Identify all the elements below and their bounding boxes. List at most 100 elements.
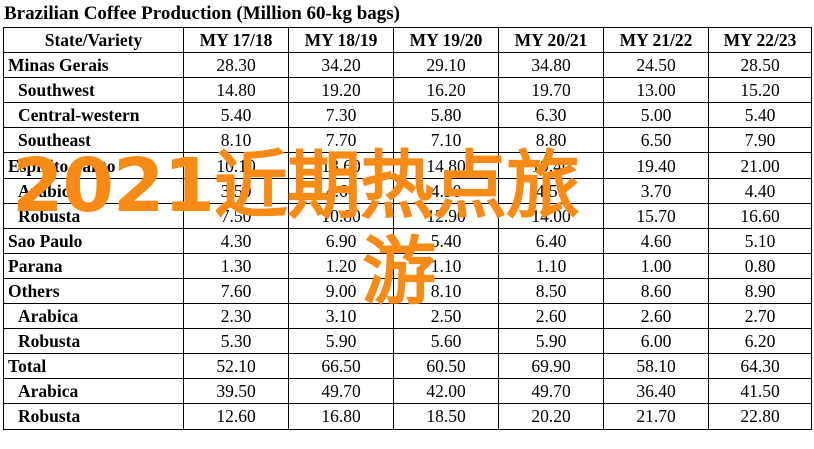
table-cell: 49.70: [288, 378, 394, 405]
table-row: Sao Paulo 4.30 6.90 5.40 6.40 4.60 5.10: [3, 227, 812, 254]
table-cell: 2.50: [393, 303, 499, 330]
table-cell: 12.60: [183, 403, 289, 430]
row-label: Southwest: [3, 77, 184, 104]
column-header-year: MY 22/23: [708, 26, 812, 54]
row-label: Central-western: [3, 102, 184, 129]
table-cell: 19.70: [498, 77, 604, 104]
table-row: Southeast 8.10 7.70 7.10 8.80 6.50 7.90: [3, 127, 812, 154]
table-cell: 2.30: [183, 303, 289, 330]
table-cell: 4.50: [498, 177, 604, 204]
table-row: Total 52.10 66.50 60.50 69.90 58.10 64.30: [3, 353, 812, 380]
table-cell: 15.70: [603, 202, 709, 229]
table-cell: 20.20: [498, 403, 604, 430]
table-cell: 4.60: [288, 177, 394, 204]
column-header-year: MY 20/21: [498, 26, 604, 54]
table-cell: 69.90: [498, 353, 604, 380]
table-cell: 2.60: [603, 303, 709, 330]
table-cell: 5.60: [393, 328, 499, 355]
row-label: Arabica: [3, 378, 184, 405]
table-cell: 29.10: [393, 52, 499, 79]
table-cell: 16.80: [288, 403, 394, 430]
table-row: Southwest 14.80 19.20 16.20 19.70 13.00 15.20: [3, 77, 812, 104]
table-row: Arabica 3.50 4.60 4.90 4.50 3.70 4.40: [3, 177, 812, 204]
table-cell: 18.50: [393, 403, 499, 430]
row-label: Espirito Santo: [3, 152, 184, 179]
table-cell: 14.80: [183, 77, 289, 104]
table-cell: 5.00: [603, 102, 709, 129]
table-cell: 39.50: [183, 378, 289, 405]
table-cell: 1.20: [288, 252, 394, 279]
table-cell: 19.40: [603, 152, 709, 179]
table-cell: 7.60: [183, 277, 289, 305]
table-cell: 21.00: [708, 152, 812, 179]
table-cell: 42.00: [393, 378, 499, 405]
table-title: Brazilian Coffee Production (Million 60-…: [4, 3, 400, 24]
table-cell: 28.50: [708, 52, 812, 79]
table-cell: 58.10: [603, 353, 709, 380]
column-header-state-variety: State/Variety: [3, 26, 184, 54]
table-cell: 8.80: [498, 127, 604, 154]
table-row: Arabica 39.50 49.70 42.00 49.70 36.40 41.50: [3, 378, 812, 405]
row-label: Robusta: [3, 202, 184, 229]
table-cell: 7.30: [288, 102, 394, 129]
table-cell: 7.70: [288, 127, 394, 154]
table-cell: 2.70: [708, 303, 812, 330]
table-cell: 19.20: [288, 77, 394, 104]
table-cell: 5.80: [393, 102, 499, 129]
table-cell: 34.80: [498, 52, 604, 79]
row-label: Others: [3, 277, 184, 305]
row-label: Parana: [3, 252, 184, 279]
table-cell: 6.50: [603, 127, 709, 154]
table-cell: 10.10: [183, 152, 289, 179]
header-row: State/Variety MY 17/18 MY 18/19 MY 19/20 MY …: [3, 26, 812, 54]
table-row: Espirito Santo 10.10 13.60 14.80 19.40 19.40 2…: [3, 152, 812, 179]
table-row: Robusta 5.30 5.90 5.60 5.90 6.00 6.20: [3, 328, 812, 355]
table-cell: 52.10: [183, 353, 289, 380]
column-header-year: MY 21/22: [603, 26, 709, 54]
table-cell: 22.80: [708, 403, 812, 430]
table-row: Arabica 2.30 3.10 2.50 2.60 2.60 2.70: [3, 303, 812, 330]
coffee-production-table: State/Variety MY 17/18 MY 18/19 MY 19/20 MY …: [3, 26, 812, 430]
row-label: Arabica: [3, 303, 184, 330]
table-cell: 0.80: [708, 252, 812, 279]
table-cell: 4.60: [603, 227, 709, 254]
table-cell: 8.50: [498, 277, 604, 305]
table-cell: 6.00: [603, 328, 709, 355]
table-row: Others 7.60 9.00 8.10 8.50 8.60 8.90: [3, 277, 812, 305]
table-cell: 8.10: [183, 127, 289, 154]
table-cell: 8.10: [393, 277, 499, 305]
table-cell: 14.80: [393, 152, 499, 179]
table-cell: 8.90: [708, 277, 812, 305]
table-cell: 34.20: [288, 52, 394, 79]
row-label: Minas Gerais: [3, 52, 184, 79]
table-cell: 14.00: [498, 202, 604, 229]
table-cell: 1.30: [183, 252, 289, 279]
table-cell: 49.70: [498, 378, 604, 405]
table-cell: 3.10: [288, 303, 394, 330]
row-label: Robusta: [3, 328, 184, 355]
table-cell: 7.50: [183, 202, 289, 229]
table-cell: 5.90: [498, 328, 604, 355]
table-cell: 7.10: [393, 127, 499, 154]
table-cell: 8.60: [603, 277, 709, 305]
table-cell: 13.00: [603, 77, 709, 104]
row-label: Southeast: [3, 127, 184, 154]
table-cell: 3.70: [603, 177, 709, 204]
table-cell: 5.40: [393, 227, 499, 254]
table-cell: 6.90: [288, 227, 394, 254]
table-cell: 6.30: [498, 102, 604, 129]
row-label: Total: [3, 353, 184, 380]
table-cell: 4.40: [708, 177, 812, 204]
table-cell: 19.40: [498, 152, 604, 179]
table-cell: 2.60: [498, 303, 604, 330]
table-cell: 5.90: [288, 328, 394, 355]
table-cell: 9.00: [288, 277, 394, 305]
row-label: Sao Paulo: [3, 227, 184, 254]
table-cell: 4.90: [393, 177, 499, 204]
table-cell: 41.50: [708, 378, 812, 405]
row-label: Arabica: [3, 177, 184, 204]
column-header-year: MY 19/20: [393, 26, 499, 54]
table-cell: 6.20: [708, 328, 812, 355]
table-cell: 12.90: [393, 202, 499, 229]
table-cell: 24.50: [603, 52, 709, 79]
